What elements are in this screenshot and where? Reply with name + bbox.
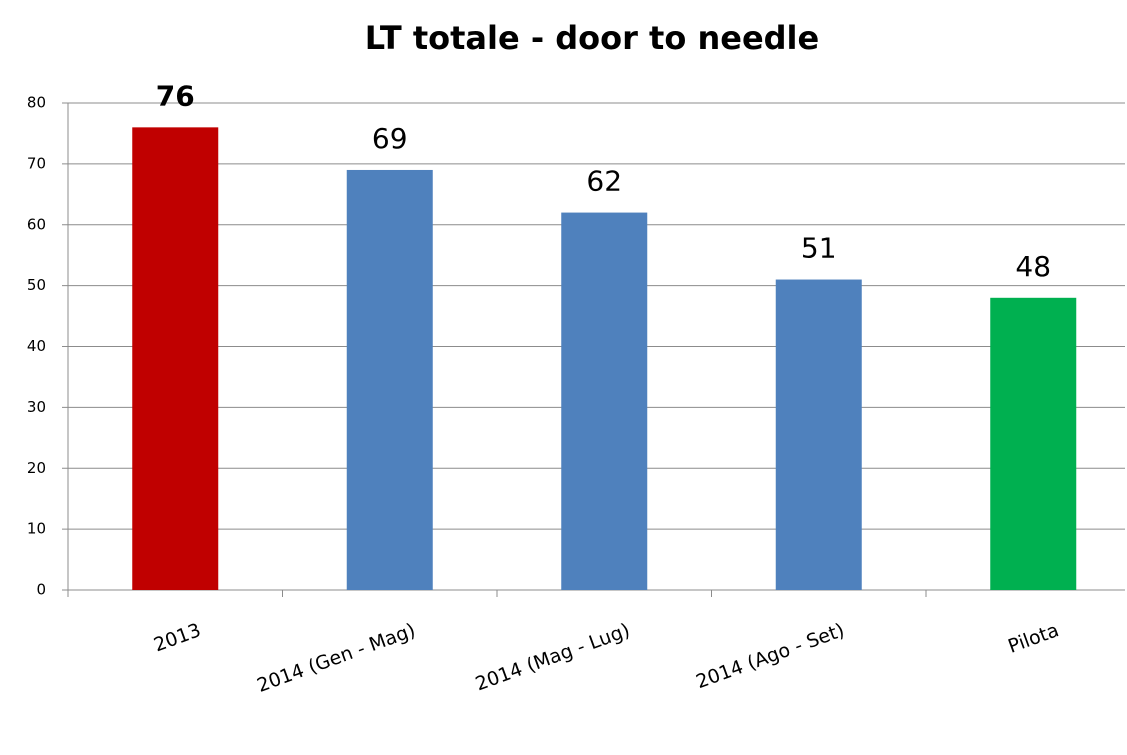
y-tick-label: 0: [36, 581, 46, 599]
data-label: 76: [156, 79, 195, 112]
y-tick-label: 30: [27, 398, 46, 416]
data-label: 48: [1015, 250, 1051, 283]
y-tick-label: 70: [27, 154, 46, 172]
bar: [561, 212, 648, 590]
y-tick-label: 20: [27, 459, 46, 477]
x-tick-label: Pilota: [1005, 619, 1062, 658]
x-tick-label: 2013: [151, 619, 204, 656]
bar: [132, 127, 219, 590]
chart-title: LT totale - door to needle: [365, 19, 819, 57]
data-label: 51: [801, 232, 837, 265]
y-tick-label: 10: [27, 520, 46, 538]
y-tick-label: 80: [27, 94, 46, 112]
data-label: 69: [372, 122, 408, 155]
x-tick-label: 2014 (Mag - Lug): [473, 619, 633, 695]
y-tick-label: 60: [27, 215, 46, 233]
bar: [990, 297, 1077, 590]
x-tick-label: 2014 (Gen - Mag): [254, 619, 418, 697]
y-tick-label: 40: [27, 337, 46, 355]
bar: [346, 169, 433, 590]
x-tick-label: 2014 (Ago - Set): [693, 619, 847, 693]
bar: [775, 279, 862, 590]
y-tick-label: 50: [27, 276, 46, 294]
data-label: 62: [586, 165, 622, 198]
